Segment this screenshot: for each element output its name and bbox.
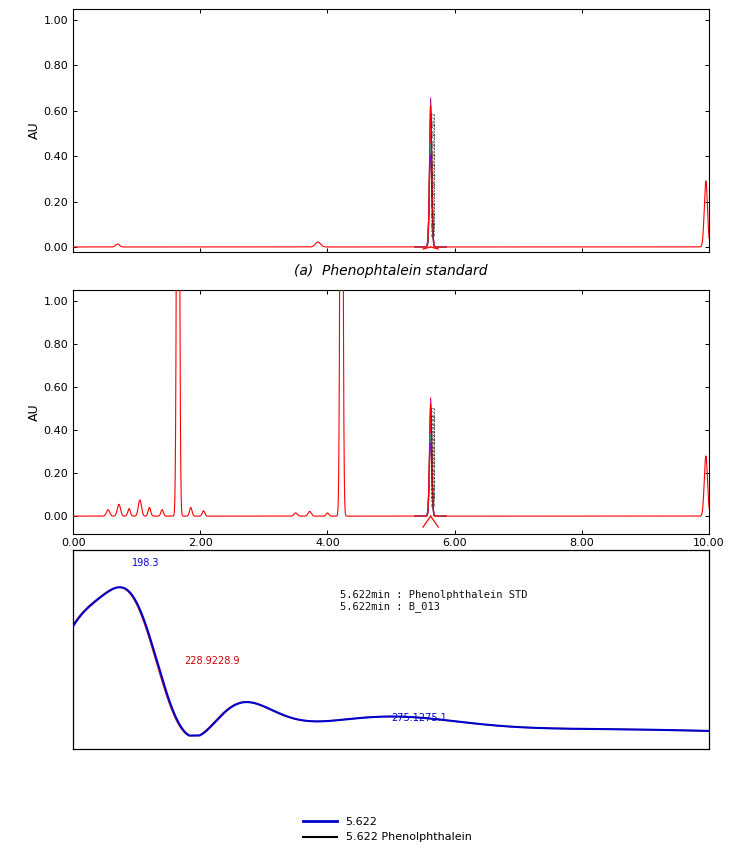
Text: 5.622: 5.622 [432,112,437,127]
Text: 198.3: 198.3 [132,558,159,568]
Text: 5.622: 5.622 [432,467,437,482]
Text: 5.622: 5.622 [432,190,437,207]
X-axis label: Minutes: Minutes [363,554,419,567]
Text: 5.622: 5.622 [432,170,437,187]
Text: 5.622: 5.622 [432,161,437,177]
Text: 5.622: 5.622 [432,474,437,490]
Legend: 5.622, 5.622 Phenolphthalein: 5.622, 5.622 Phenolphthalein [299,813,476,847]
Y-axis label: AU: AU [28,403,41,421]
Text: 5.622: 5.622 [432,406,437,421]
Text: 5.622: 5.622 [432,429,437,444]
Text: 5.622: 5.622 [432,220,437,236]
Text: 228.9228.9: 228.9228.9 [184,655,240,666]
Text: 5.622: 5.622 [432,152,437,167]
Text: 5.622: 5.622 [432,451,437,468]
Y-axis label: AU: AU [28,121,41,139]
Text: 5.622: 5.622 [432,459,437,475]
Text: 5.622: 5.622 [432,443,437,460]
Text: 5.622: 5.622 [432,490,437,505]
Text: 5.622: 5.622 [432,141,437,157]
Text: 5.622: 5.622 [432,210,437,226]
Text: 5.622: 5.622 [432,132,437,147]
Text: 5.622: 5.622 [432,421,437,437]
Text: (a)  Phenophtalein standard: (a) Phenophtalein standard [295,264,488,278]
Text: 5.622: 5.622 [432,201,437,216]
Text: 5.622: 5.622 [432,482,437,498]
Text: 275.1275.1: 275.1275.1 [391,713,447,723]
Text: 5.622: 5.622 [432,437,437,452]
Text: 5.622: 5.622 [432,181,437,196]
Text: 5.622: 5.622 [432,413,437,429]
Text: 5.622: 5.622 [432,121,437,137]
Text: 5.622min : Phenolphthalein STD
5.622min : B_013: 5.622min : Phenolphthalein STD 5.622min … [340,590,528,612]
